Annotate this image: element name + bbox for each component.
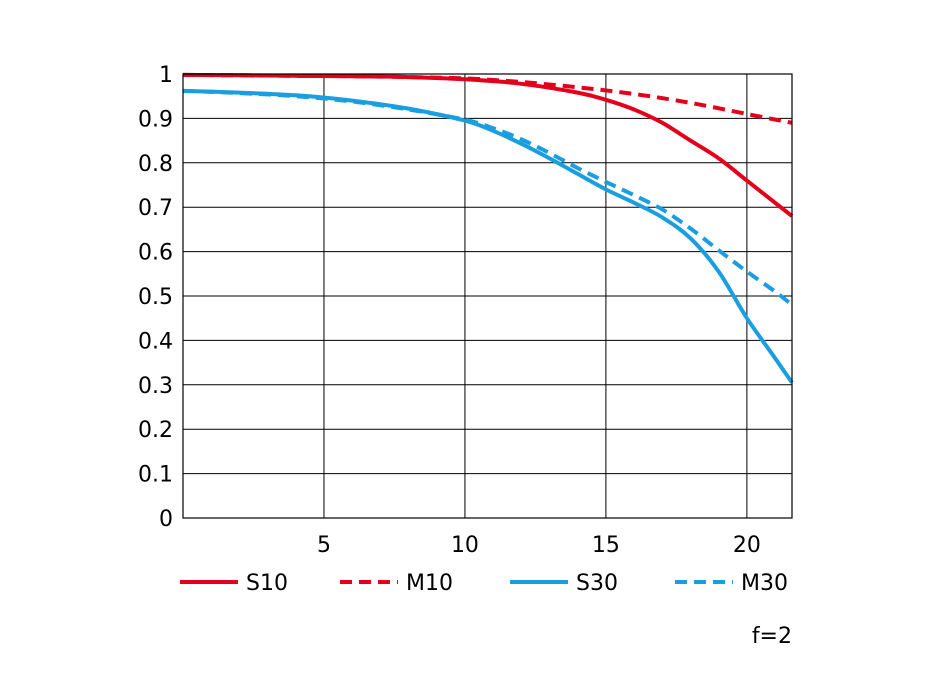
- y-tick-label: 0.4: [138, 329, 173, 354]
- legend-label-s10: S10: [246, 571, 288, 596]
- y-tick-label: 1: [159, 63, 173, 88]
- legend-label-s30: S30: [576, 571, 618, 596]
- plot-frame: [182, 73, 793, 519]
- legend: S10 M10 S30 M30: [180, 571, 788, 596]
- legend-label-m30: M30: [741, 571, 788, 596]
- grid: [183, 73, 792, 519]
- aperture-note: f=2: [752, 624, 792, 649]
- x-axis-tick-labels: 5 10 15 20: [317, 533, 761, 558]
- y-tick-label: 0.3: [138, 374, 173, 399]
- x-tick-label: 5: [317, 533, 331, 558]
- x-tick-label: 10: [451, 533, 479, 558]
- y-tick-label: 0.1: [138, 463, 173, 488]
- y-tick-label: 0.9: [138, 107, 173, 132]
- series-lines: [182, 72, 794, 384]
- series-line-m10: [182, 72, 793, 125]
- y-tick-label: 0: [159, 507, 173, 532]
- y-tick-label: 0.7: [138, 196, 173, 221]
- y-tick-label: 0.5: [138, 285, 173, 310]
- series-line-s30: [182, 88, 794, 384]
- legend-label-m10: M10: [406, 571, 453, 596]
- y-tick-label: 0.8: [138, 152, 173, 177]
- y-tick-label: 0.2: [138, 418, 173, 443]
- x-tick-label: 20: [733, 533, 761, 558]
- x-tick-label: 15: [592, 533, 620, 558]
- series-line-m30: [182, 88, 794, 307]
- y-axis-tick-labels: 0 0.1 0.2 0.3 0.4 0.5 0.6 0.7 0.8 0.9 1: [138, 63, 173, 532]
- y-tick-label: 0.6: [138, 241, 173, 266]
